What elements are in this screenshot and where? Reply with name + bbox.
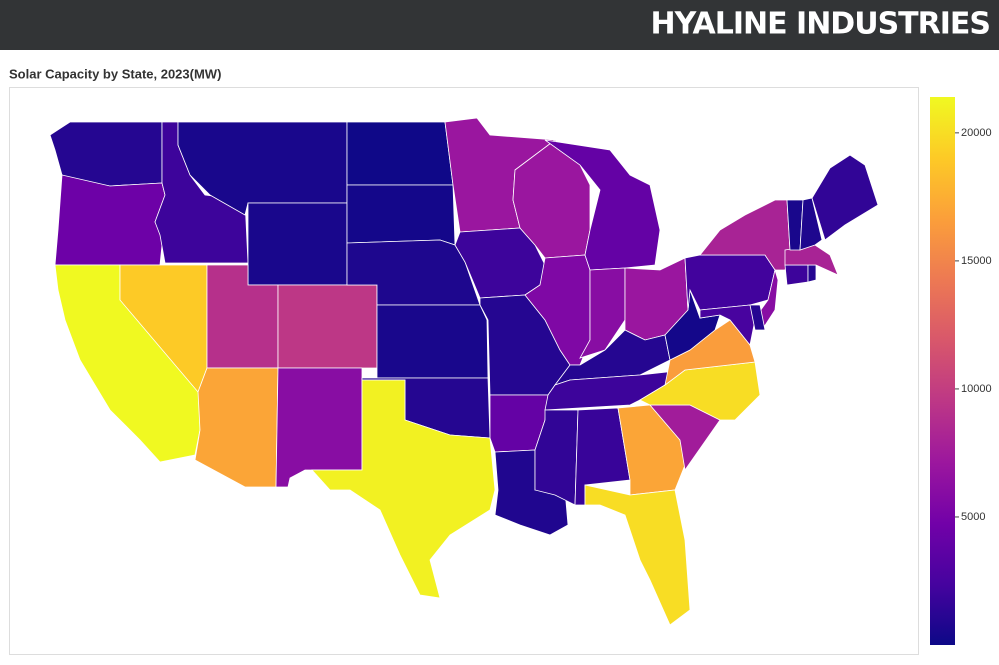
state	[749, 304, 766, 331]
state	[346, 184, 456, 246]
state	[784, 264, 809, 286]
state	[346, 121, 454, 186]
state	[54, 174, 166, 266]
state	[799, 197, 823, 251]
colorbar-tick-label: 10000	[961, 383, 992, 395]
state	[807, 264, 817, 283]
state	[311, 379, 496, 599]
state	[376, 304, 489, 379]
colorbar-tick-label: 5000	[961, 511, 985, 523]
brand: HYALINE INDUSTRIES	[651, 7, 990, 42]
colorbar-tick-label: 15000	[961, 255, 992, 267]
states	[49, 117, 879, 626]
state	[247, 202, 348, 286]
state	[275, 367, 363, 488]
colorbar	[930, 97, 955, 645]
state	[584, 484, 691, 626]
colorbar-tick-label: 20000	[961, 127, 992, 139]
header-bar	[0, 0, 999, 50]
state	[277, 284, 378, 369]
state	[684, 254, 776, 311]
state	[811, 154, 879, 241]
chart-title: Solar Capacity by State, 2023(MW)	[9, 66, 221, 81]
